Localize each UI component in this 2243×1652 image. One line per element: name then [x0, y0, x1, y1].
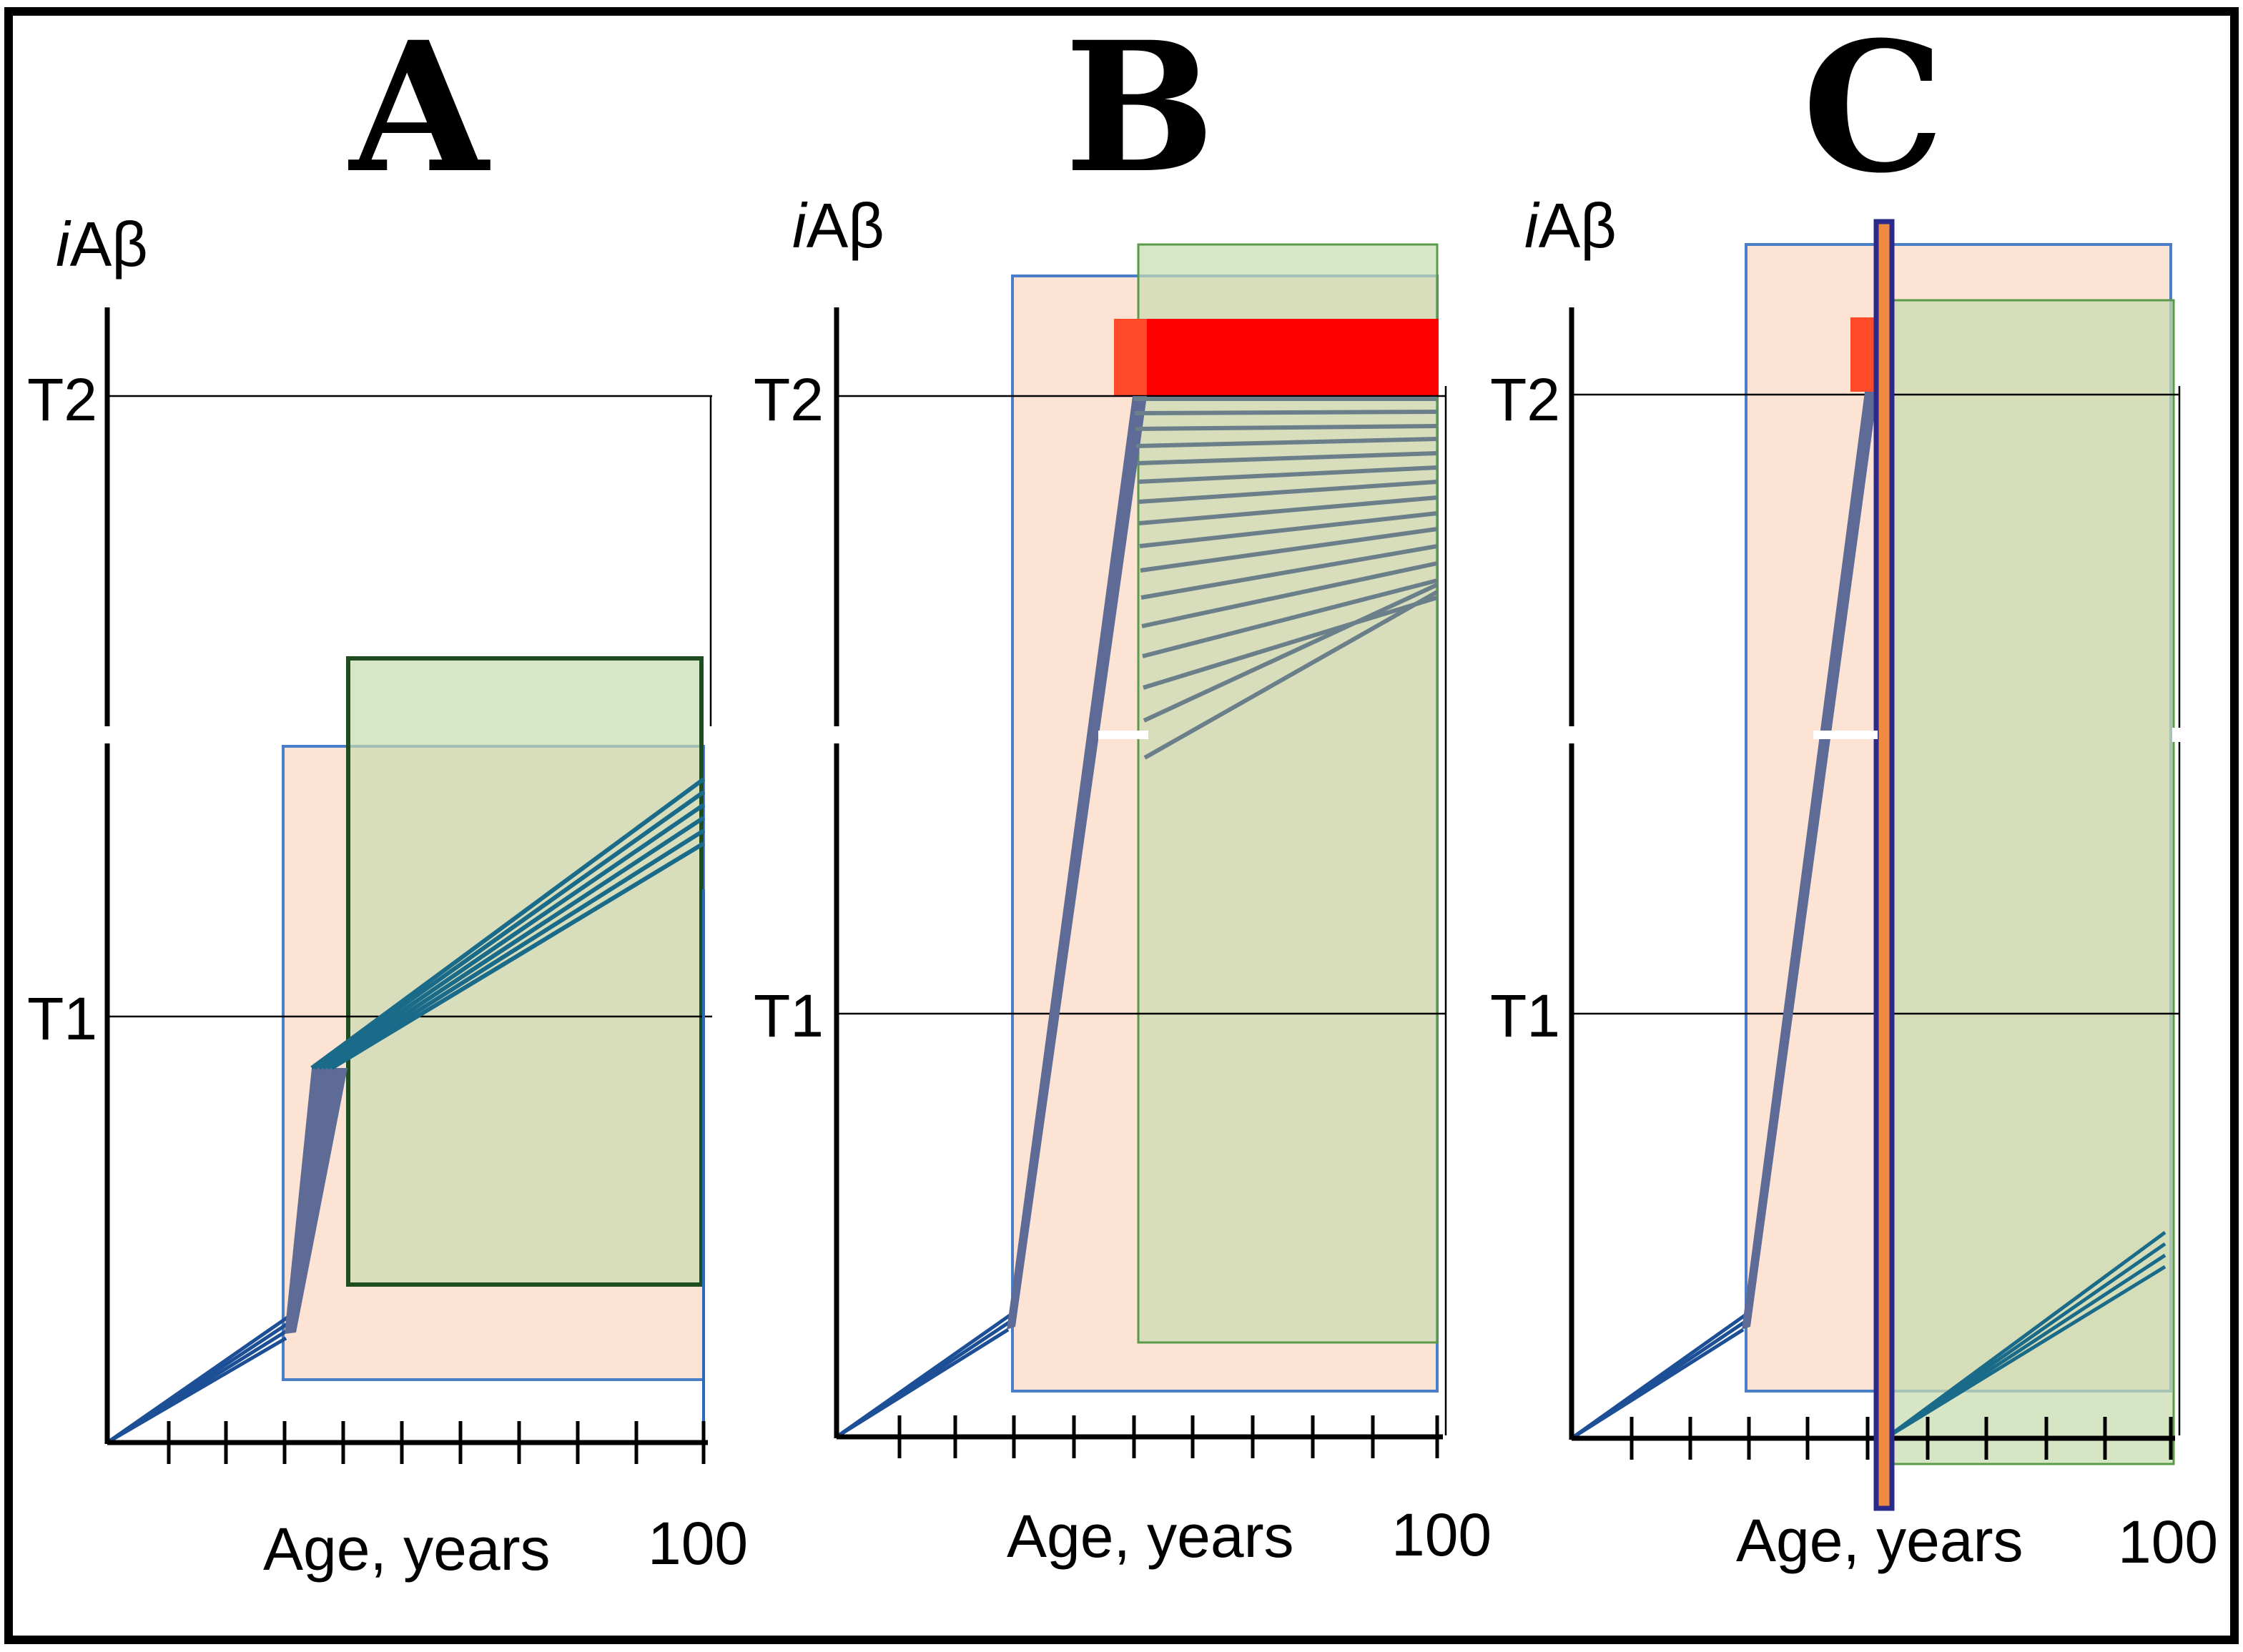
panel-c-xlabel: Age, years	[1736, 1507, 2023, 1574]
panel-a-axis-break	[100, 728, 114, 742]
panel-a-steep-bundle	[285, 1068, 347, 1334]
panel-a-xlabel: Age, years	[263, 1515, 551, 1583]
panel-a-letter: A	[348, 2, 490, 212]
panel-c-t1-label: T1	[1490, 982, 1560, 1049]
panel-c-early-bundle	[1570, 1310, 1750, 1440]
panel-a-xmax-label: 100	[648, 1510, 748, 1577]
panel-b-bundle-break	[1098, 731, 1148, 739]
panel-a: A iAβ T2 T1 Age, years 100	[27, 2, 748, 1583]
panel-b-letter: B	[1064, 2, 1215, 212]
panel-b-axis-break	[829, 728, 844, 742]
panel-a-green-region	[346, 656, 704, 1287]
panel-b-xlabel: Age, years	[1007, 1503, 1294, 1570]
panel-b-early-bundle	[835, 1310, 1015, 1439]
panel-c-slow-bundle	[1886, 1230, 2166, 1439]
panel-a-early-bundle	[106, 1310, 296, 1445]
panel-b-ylabel: iAβ	[792, 190, 884, 261]
panel-b-t2-label: T2	[754, 366, 824, 433]
panel-c-t2-label: T2	[1490, 366, 1560, 433]
panel-b-xmax-label: 100	[1391, 1501, 1492, 1568]
panel-b-ylabel-main: Aβ	[807, 190, 884, 261]
panel-c-ylabel-main: Aβ	[1539, 190, 1617, 261]
panel-b-hatch-bundle	[1134, 397, 1439, 760]
panel-c-ticks	[1630, 1417, 2173, 1460]
panel-a-ylabel-prefix: i	[56, 209, 72, 280]
panel-a-ylabel: iAβ	[56, 209, 148, 280]
panel-c-bundle-break	[1813, 731, 1878, 739]
panel-c-steep-bundle	[1742, 392, 1878, 1330]
panel-b-red-bar-light	[1114, 319, 1148, 396]
panel-c-xmax-label: 100	[2118, 1508, 2218, 1576]
panel-c-axis-break	[1564, 728, 1579, 742]
panel-c-vertical-bar	[1873, 219, 1895, 1511]
panel-b-green-region	[1137, 243, 1439, 1344]
panel-c-letter: C	[1803, 2, 1945, 212]
panel-a-ticks	[167, 1421, 706, 1464]
panel-c-ylabel-prefix: i	[1524, 190, 1540, 261]
panel-b-ylabel-prefix: i	[792, 190, 808, 261]
panel-a-slow-bundle	[310, 777, 705, 1070]
panel-c-ylabel: iAβ	[1524, 190, 1617, 261]
panel-b-t1-label: T1	[754, 982, 824, 1049]
panel-b-ticks	[897, 1415, 1439, 1458]
panel-a-t1-label: T1	[27, 985, 97, 1052]
panel-c-right-break	[2172, 728, 2187, 742]
panel-c: C iAβ T2 T1 Age, years 100	[1490, 2, 2218, 1576]
panel-b-red-bar	[1147, 319, 1439, 396]
panel-a-right-break	[704, 728, 718, 742]
axis-breaks	[100, 728, 2187, 742]
panel-b-steep-bundle	[1007, 396, 1147, 1330]
panel-a-t2-label: T2	[27, 366, 97, 433]
panel-a-ylabel-main: Aβ	[70, 209, 148, 280]
panel-b: B iAβ T2 T1 Age, years 100	[754, 2, 1492, 1570]
